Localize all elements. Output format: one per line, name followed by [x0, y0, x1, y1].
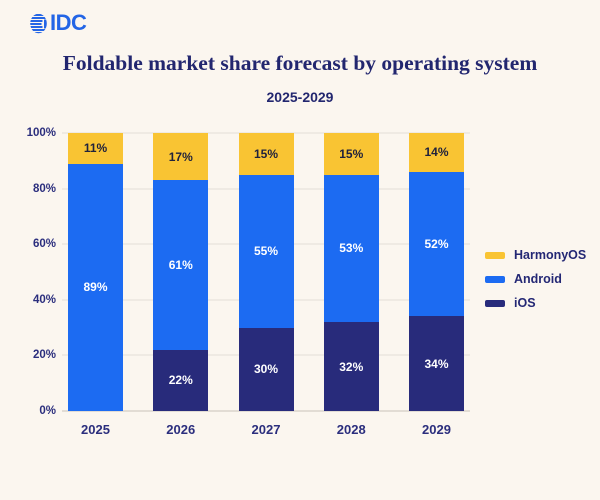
x-axis-label: 2027	[251, 422, 281, 437]
legend-swatch	[485, 275, 505, 283]
bar-value-label: 61%	[168, 258, 193, 273]
legend-swatch	[485, 251, 505, 259]
bar-2028: 15% 53% 32% 2028	[323, 133, 379, 437]
bar-segment-ios: 32%	[323, 322, 379, 411]
y-tick-label: 20%	[32, 349, 56, 362]
bar-2027: 15% 55% 30% 2027	[238, 133, 294, 437]
idc-logo: IDC	[30, 10, 87, 36]
x-axis-label: 2025	[81, 422, 110, 437]
legend-item-android: Android	[485, 272, 586, 286]
bar-value-label: 34%	[424, 356, 449, 371]
bar-value-label: 52%	[424, 237, 449, 252]
bar-segment-ios: 34%	[409, 316, 464, 411]
legend-item-harmonyos: HarmonyOS	[485, 248, 586, 262]
y-tick-label: 80%	[32, 182, 56, 195]
y-tick-label: 0%	[39, 405, 56, 417]
bar-segment-android: 61%	[153, 180, 209, 350]
bar-segment-harmonyos: 15%	[238, 133, 294, 175]
bar-2029: 14% 52% 34% 2029	[409, 133, 464, 437]
bar-2025: 11% 89% 2025	[68, 133, 123, 437]
y-tick-label: 60%	[32, 238, 56, 251]
bar-value-label: 17%	[168, 149, 193, 164]
bar-segment-ios: 30%	[238, 327, 294, 411]
legend: HarmonyOS Android iOS	[485, 248, 586, 320]
plot-area: 100% 80% 60% 40% 20% 0% 11% 89% 2025 17% 61% 22% 20…	[27, 127, 470, 437]
gridline	[62, 410, 470, 412]
x-axis-label: 2028	[336, 422, 366, 437]
bar-segment-harmonyos: 17%	[153, 133, 209, 181]
y-tick-label: 40%	[32, 293, 56, 306]
bar-value-label: 30%	[253, 362, 279, 377]
bar-value-label: 55%	[253, 244, 279, 259]
x-axis-label: 2026	[166, 422, 196, 437]
bar-value-label: 15%	[253, 146, 279, 161]
bar-segment-harmonyos: 14%	[409, 133, 464, 172]
bar-segment-harmonyos: 11%	[68, 133, 123, 164]
bar-value-label: 11%	[83, 141, 108, 156]
legend-label: iOS	[514, 296, 536, 310]
bar-value-label: 14%	[424, 145, 449, 160]
bar-value-label: 89%	[83, 280, 108, 295]
x-axis-label: 2029	[422, 422, 451, 437]
bar-segment-harmonyos: 15%	[323, 133, 379, 175]
idc-globe-icon	[30, 13, 47, 33]
chart-subtitle: 2025-2029	[266, 89, 334, 105]
legend-swatch	[485, 299, 505, 307]
gridline	[62, 132, 470, 134]
y-tick-label: 100%	[26, 127, 56, 139]
bar-segment-android: 52%	[409, 171, 464, 317]
legend-label: Android	[514, 272, 562, 286]
legend-label: HarmonyOS	[514, 248, 587, 262]
bar-value-label: 32%	[339, 359, 364, 374]
bar-value-label: 22%	[168, 373, 193, 388]
chart-title: Foldable market share forecast by operat…	[62, 51, 538, 75]
idc-logo-text: IDC	[50, 10, 87, 35]
bar-value-label: 15%	[339, 146, 364, 161]
bar-segment-android: 55%	[238, 174, 294, 328]
bar-2026: 17% 61% 22% 2026	[153, 133, 209, 437]
bar-segment-android: 53%	[323, 174, 379, 323]
bar-segment-android: 89%	[68, 163, 123, 411]
bar-segment-ios: 22%	[153, 349, 209, 411]
bar-value-label: 53%	[339, 241, 364, 256]
bars-container: 11% 89% 2025 17% 61% 22% 2026 15% 55% 30% 2027 15% 5…	[62, 133, 470, 437]
legend-item-ios: iOS	[485, 296, 586, 310]
